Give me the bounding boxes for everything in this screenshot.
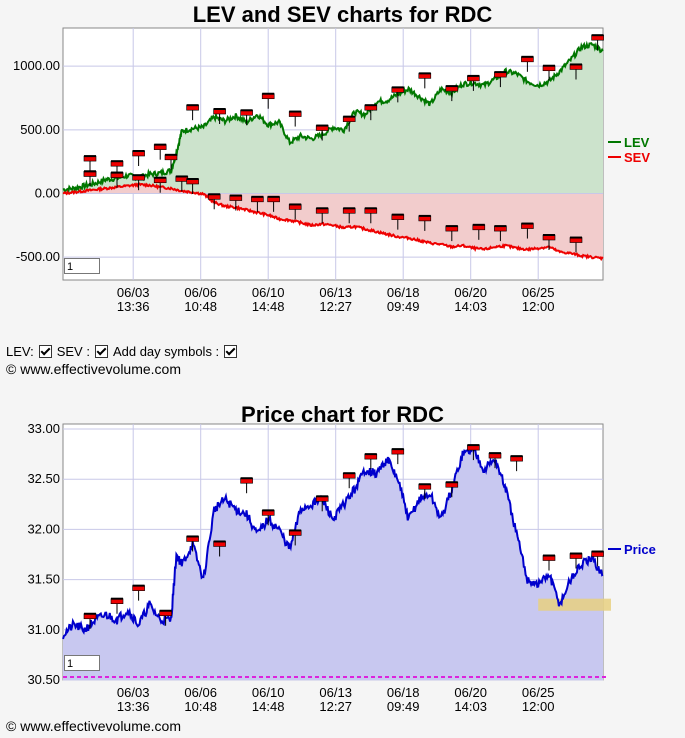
x-tick-label: 06/13: [319, 685, 352, 700]
sev-area-fill: [63, 183, 603, 260]
y-tick-label: 1000.00: [13, 58, 60, 73]
x-tick-label: 10:48: [184, 299, 217, 314]
copyright-text: © www.effectivevolume.com: [6, 361, 182, 377]
lev-toggle-label: LEV:: [6, 344, 34, 359]
y-tick-label: 31.50: [27, 572, 60, 587]
lev-series-line: [62, 40, 604, 195]
x-tick-label: 14:48: [252, 299, 285, 314]
lev-area-fill: [63, 43, 603, 194]
day-symbols-checkbox[interactable]: [224, 345, 238, 358]
x-tick-label: 06/10: [252, 285, 285, 300]
x-tick-label: 06/06: [184, 285, 217, 300]
lev-sev-chart-title: LEV and SEV charts for RDC: [192, 2, 493, 27]
x-tick-label: 06/03: [117, 685, 150, 700]
x-tick-label: 12:00: [522, 299, 555, 314]
y-tick-label: 500.00: [20, 122, 60, 137]
x-tick-label: 12:00: [522, 699, 555, 714]
sev-toggle-label: SEV :: [56, 344, 90, 359]
day-symbols-toggle-label: Add day symbols :: [112, 344, 220, 359]
x-tick-label: 13:36: [117, 699, 150, 714]
copyright-text: © www.effectivevolume.com: [6, 718, 182, 734]
x-tick-label: 09:49: [387, 699, 420, 714]
y-tick-label: 33.00: [27, 421, 60, 436]
y-tick-label: -500.00: [16, 249, 60, 264]
x-tick-label: 14:03: [454, 299, 487, 314]
y-tick-label: 0.00: [35, 185, 60, 200]
x-tick-label: 06/10: [252, 685, 285, 700]
price-zoom-box[interactable]: 1: [64, 655, 100, 671]
x-tick-label: 06/18: [387, 685, 420, 700]
lev-legend-label: LEV: [624, 135, 650, 150]
price-legend-label: Price: [624, 542, 656, 557]
x-tick-label: 10:48: [184, 699, 217, 714]
lev-sev-zoom-box[interactable]: 1: [64, 258, 100, 274]
x-tick-label: 14:03: [454, 699, 487, 714]
y-tick-label: 32.50: [27, 471, 60, 486]
support-zone: [538, 598, 611, 611]
y-tick-label: 31.00: [27, 622, 60, 637]
x-tick-label: 06/20: [454, 285, 487, 300]
y-tick-label: 30.50: [27, 672, 60, 687]
sev-checkbox[interactable]: [94, 345, 108, 358]
price-series-line: [62, 445, 604, 640]
y-tick-label: 32.00: [27, 521, 60, 536]
x-tick-label: 14:48: [252, 699, 285, 714]
x-tick-label: 06/25: [522, 285, 555, 300]
lev-checkbox[interactable]: [38, 345, 52, 358]
x-tick-label: 06/06: [184, 685, 217, 700]
x-tick-label: 06/18: [387, 285, 420, 300]
x-tick-label: 06/20: [454, 685, 487, 700]
series-toggle-controls: LEV: SEV : Add day symbols :: [6, 344, 240, 359]
x-tick-label: 06/03: [117, 285, 150, 300]
sev-series-line: [62, 182, 604, 262]
price-area-fill: [63, 446, 603, 680]
x-tick-label: 06/13: [319, 285, 352, 300]
x-tick-label: 06/25: [522, 685, 555, 700]
sev-legend-label: SEV: [624, 150, 650, 165]
x-tick-label: 12:27: [319, 299, 352, 314]
price-chart-title: Price chart for RDC: [241, 402, 444, 427]
x-tick-label: 12:27: [319, 699, 352, 714]
x-tick-label: 13:36: [117, 299, 150, 314]
x-tick-label: 09:49: [387, 299, 420, 314]
